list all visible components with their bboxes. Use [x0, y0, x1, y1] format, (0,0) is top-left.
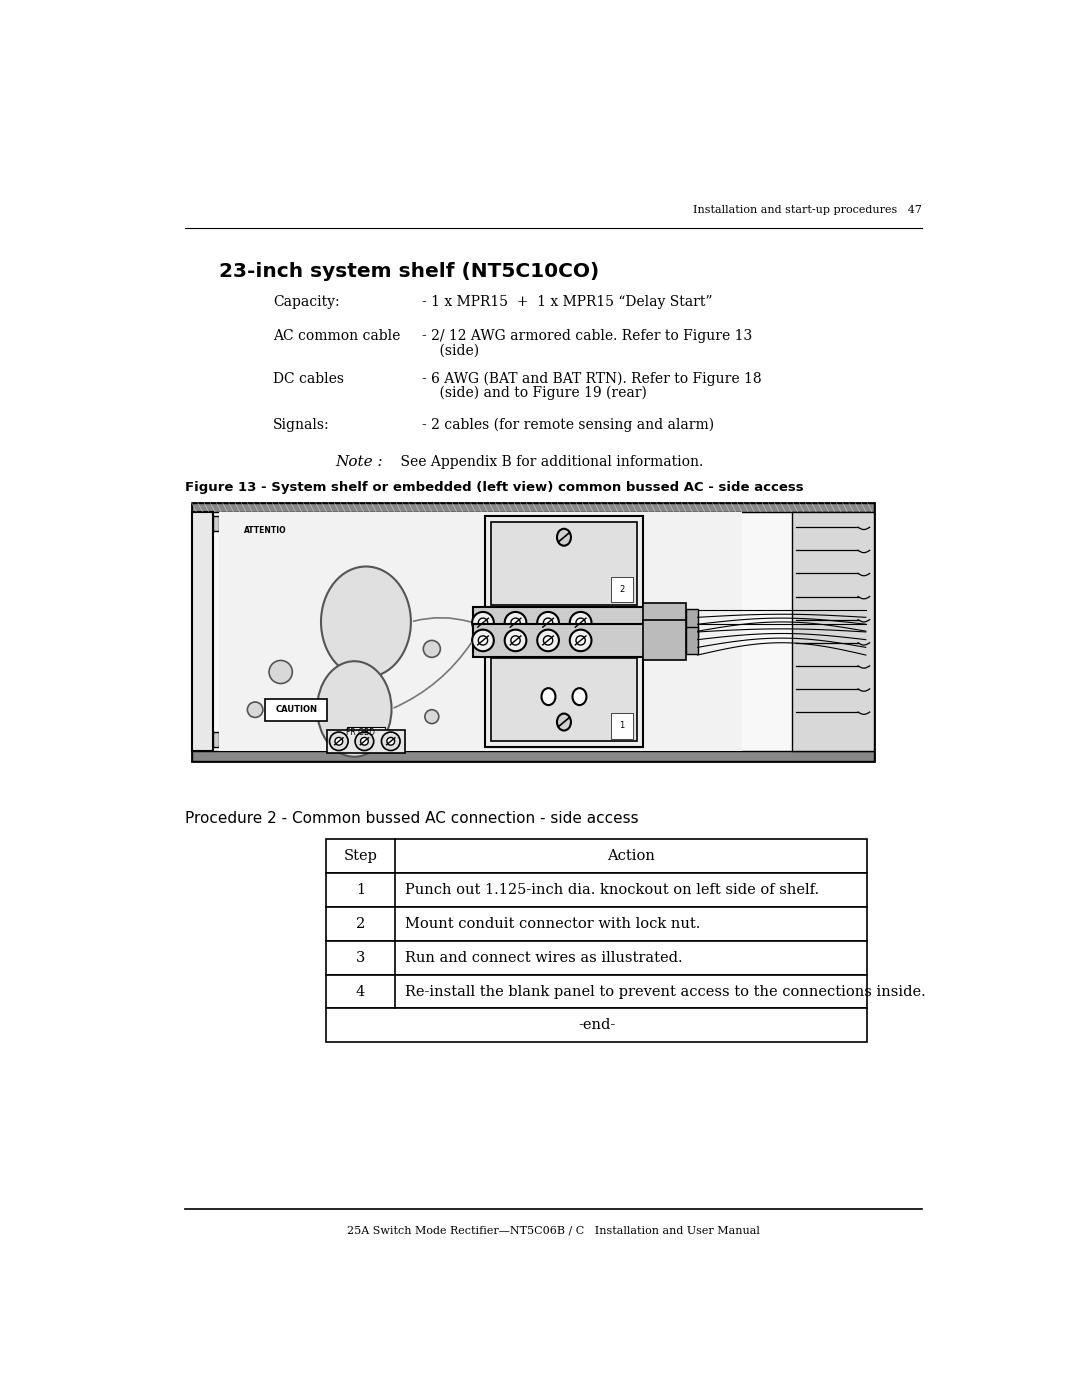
Bar — [644, 602, 686, 643]
Bar — [347, 726, 386, 738]
Circle shape — [511, 617, 521, 627]
Circle shape — [478, 636, 488, 645]
Text: Signals:: Signals: — [273, 418, 329, 432]
Text: DC cables: DC cables — [273, 372, 343, 386]
Ellipse shape — [557, 714, 571, 731]
Bar — [473, 606, 656, 638]
Text: - 2 cables (for remote sensing and alarm): - 2 cables (for remote sensing and alarm… — [422, 418, 714, 432]
Circle shape — [472, 630, 494, 651]
Circle shape — [537, 630, 559, 651]
Text: -end-: -end- — [578, 1018, 616, 1032]
Ellipse shape — [321, 567, 410, 678]
Bar — [326, 1009, 867, 1042]
Text: Note :: Note : — [335, 455, 382, 469]
Bar — [490, 522, 637, 605]
Text: Figure 13 - System shelf or embedded (left view) common bussed AC - side access: Figure 13 - System shelf or embedded (le… — [186, 481, 804, 495]
Text: (side): (side) — [422, 344, 478, 358]
Text: Mount conduit connector with lock nut.: Mount conduit connector with lock nut. — [405, 916, 701, 930]
Bar — [793, 511, 874, 752]
Bar — [473, 624, 656, 657]
Text: 4: 4 — [356, 985, 365, 999]
Text: See Appendix B for additional information.: See Appendix B for additional informatio… — [383, 455, 703, 469]
Text: - 2/ 12 AWG armored cable. Refer to Figure 13: - 2/ 12 AWG armored cable. Refer to Figu… — [422, 330, 752, 344]
Text: Installation and start-up procedures   47: Installation and start-up procedures 47 — [692, 205, 921, 215]
Text: 2: 2 — [619, 585, 624, 594]
Bar — [644, 620, 686, 661]
Circle shape — [570, 612, 592, 633]
Bar — [686, 609, 698, 637]
Circle shape — [472, 612, 494, 633]
Circle shape — [247, 703, 262, 718]
Bar — [326, 840, 867, 873]
Circle shape — [423, 640, 441, 658]
Ellipse shape — [541, 689, 555, 705]
Bar — [191, 511, 213, 752]
Bar — [326, 907, 867, 940]
Circle shape — [511, 636, 521, 645]
Circle shape — [504, 630, 526, 651]
Bar — [266, 698, 327, 721]
Circle shape — [355, 732, 374, 750]
Text: (side) and to Figure 19 (rear): (side) and to Figure 19 (rear) — [422, 386, 647, 400]
Bar — [191, 503, 874, 511]
Circle shape — [381, 732, 400, 750]
Text: FR GBD: FR GBD — [346, 728, 375, 736]
Circle shape — [537, 612, 559, 633]
Text: AC common cable: AC common cable — [273, 330, 401, 344]
Text: - 6 AWG (BAT and BAT RTN). Refer to Figure 18: - 6 AWG (BAT and BAT RTN). Refer to Figu… — [422, 372, 761, 386]
Text: 25A Switch Mode Rectifier—NT5C06B / C   Installation and User Manual: 25A Switch Mode Rectifier—NT5C06B / C In… — [347, 1225, 760, 1235]
Bar — [327, 729, 405, 753]
Circle shape — [329, 732, 348, 750]
Bar — [191, 752, 874, 760]
Bar — [213, 515, 219, 531]
Bar — [229, 518, 302, 563]
Text: Procedure 2 - Common bussed AC connection - side access: Procedure 2 - Common bussed AC connectio… — [186, 812, 639, 827]
Circle shape — [478, 617, 488, 627]
Text: ATTENTIO: ATTENTIO — [244, 525, 287, 535]
Text: Run and connect wires as illustrated.: Run and connect wires as illustrated. — [405, 951, 684, 965]
Circle shape — [543, 617, 553, 627]
Text: 3: 3 — [355, 951, 365, 965]
Circle shape — [576, 636, 585, 645]
Ellipse shape — [318, 661, 392, 757]
Circle shape — [335, 738, 342, 745]
Circle shape — [576, 617, 585, 627]
Ellipse shape — [557, 529, 571, 546]
Text: 1: 1 — [356, 883, 365, 897]
Circle shape — [543, 636, 553, 645]
Text: 2: 2 — [356, 916, 365, 930]
Bar — [326, 873, 867, 907]
Bar — [191, 503, 874, 760]
Bar — [686, 627, 698, 654]
Circle shape — [504, 612, 526, 633]
Text: CAUTION: CAUTION — [275, 705, 318, 714]
Bar — [326, 940, 867, 975]
Circle shape — [387, 738, 394, 745]
Text: Action: Action — [607, 849, 654, 863]
Circle shape — [269, 661, 293, 683]
Text: - 1 x MPR15  +  1 x MPR15 “Delay Start”: - 1 x MPR15 + 1 x MPR15 “Delay Start” — [422, 295, 712, 309]
Bar — [485, 515, 644, 747]
Text: 23-inch system shelf (NT5C10CO): 23-inch system shelf (NT5C10CO) — [218, 261, 599, 281]
Text: Step: Step — [343, 849, 378, 863]
Text: 1: 1 — [619, 721, 624, 731]
Bar — [326, 975, 867, 1009]
Circle shape — [570, 630, 592, 651]
Text: Punch out 1.125-inch dia. knockout on left side of shelf.: Punch out 1.125-inch dia. knockout on le… — [405, 883, 820, 897]
Text: Re-install the blank panel to prevent access to the connections inside.: Re-install the blank panel to prevent ac… — [405, 985, 927, 999]
Bar — [219, 511, 742, 752]
Bar — [213, 732, 219, 747]
Circle shape — [424, 710, 438, 724]
Text: Capacity:: Capacity: — [273, 295, 339, 309]
Bar — [490, 658, 637, 742]
Circle shape — [361, 738, 368, 745]
Ellipse shape — [572, 689, 586, 705]
